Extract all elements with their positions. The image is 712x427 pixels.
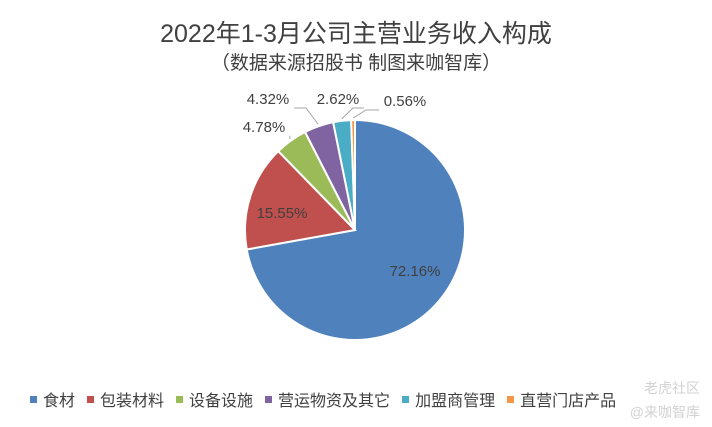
watermark-author: @来咖智库	[629, 404, 700, 420]
legend-item-5: 加盟商管理	[402, 387, 495, 411]
legend-label-6: 直营门店产品	[520, 393, 617, 410]
leader-line-6	[352, 109, 379, 119]
watermark: 老虎社区 @来咖智库	[630, 376, 700, 424]
chart-subtitle: （数据来源招股书 制图来咖智库）	[210, 53, 502, 74]
legend-label-3: 设备设施	[189, 393, 254, 410]
legend-swatch-4	[265, 395, 273, 403]
legend-item-2: 包装材料	[87, 387, 164, 411]
chart-legend: 食材 包装材料 设备设施 营运物资及其它 加盟商管理 直营门店产品	[30, 387, 628, 411]
data-label-6: 0.56%	[384, 93, 427, 110]
legend-item-6: 直营门店产品	[507, 387, 616, 411]
legend-item-1: 食材	[30, 387, 75, 411]
data-label-1: 72.16%	[390, 263, 441, 280]
data-label-4: 4.32%	[247, 91, 290, 108]
legend-item-3: 设备设施	[176, 387, 253, 411]
pie-slice-2	[244, 149, 358, 251]
leader-line-5	[341, 107, 364, 120]
pie-slice-6	[350, 118, 356, 231]
legend-label-1: 食材	[43, 393, 76, 410]
legend-label-4: 营运物资及其它	[278, 393, 391, 410]
legend-swatch-6	[507, 395, 515, 403]
data-label-2: 15.55%	[257, 205, 308, 222]
legend-swatch-3	[176, 395, 184, 403]
data-label-3: 4.78%	[243, 119, 286, 136]
legend-item-4: 营运物资及其它	[265, 387, 390, 411]
legend-label-2: 包装材料	[100, 393, 165, 410]
legend-label-5: 加盟商管理	[415, 393, 496, 410]
data-label-5: 2.62%	[317, 91, 360, 108]
watermark-community: 老虎社区	[644, 380, 700, 396]
legend-swatch-2	[87, 395, 95, 403]
legend-swatch-1	[30, 395, 37, 403]
leader-line-4	[294, 107, 319, 125]
chart-title: 2022年1-3月公司主营业务收入构成	[160, 20, 552, 48]
legend-swatch-5	[402, 395, 410, 403]
